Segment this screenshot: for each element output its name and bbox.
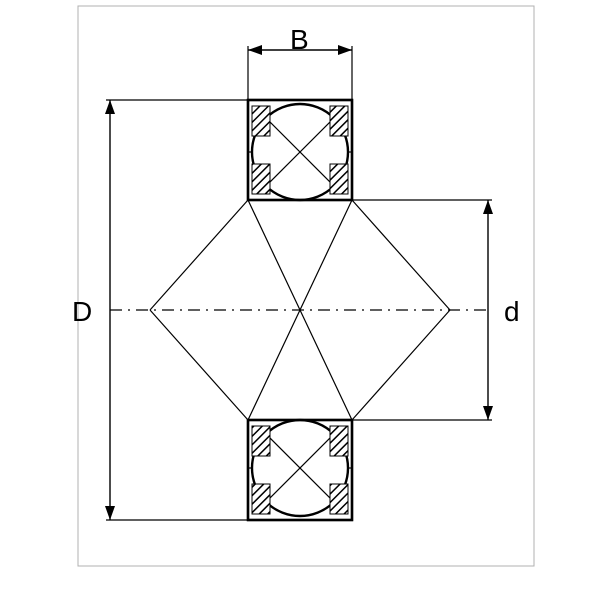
dim-label-d: d: [504, 296, 520, 328]
dim-label-B: B: [290, 24, 309, 56]
dim-label-D: D: [72, 296, 92, 328]
bearing-diagram: D d B: [0, 0, 600, 600]
